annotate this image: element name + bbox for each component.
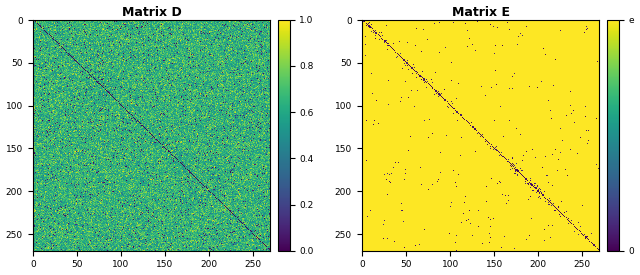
Title: Matrix E: Matrix E (452, 6, 509, 18)
Title: Matrix D: Matrix D (122, 6, 181, 18)
